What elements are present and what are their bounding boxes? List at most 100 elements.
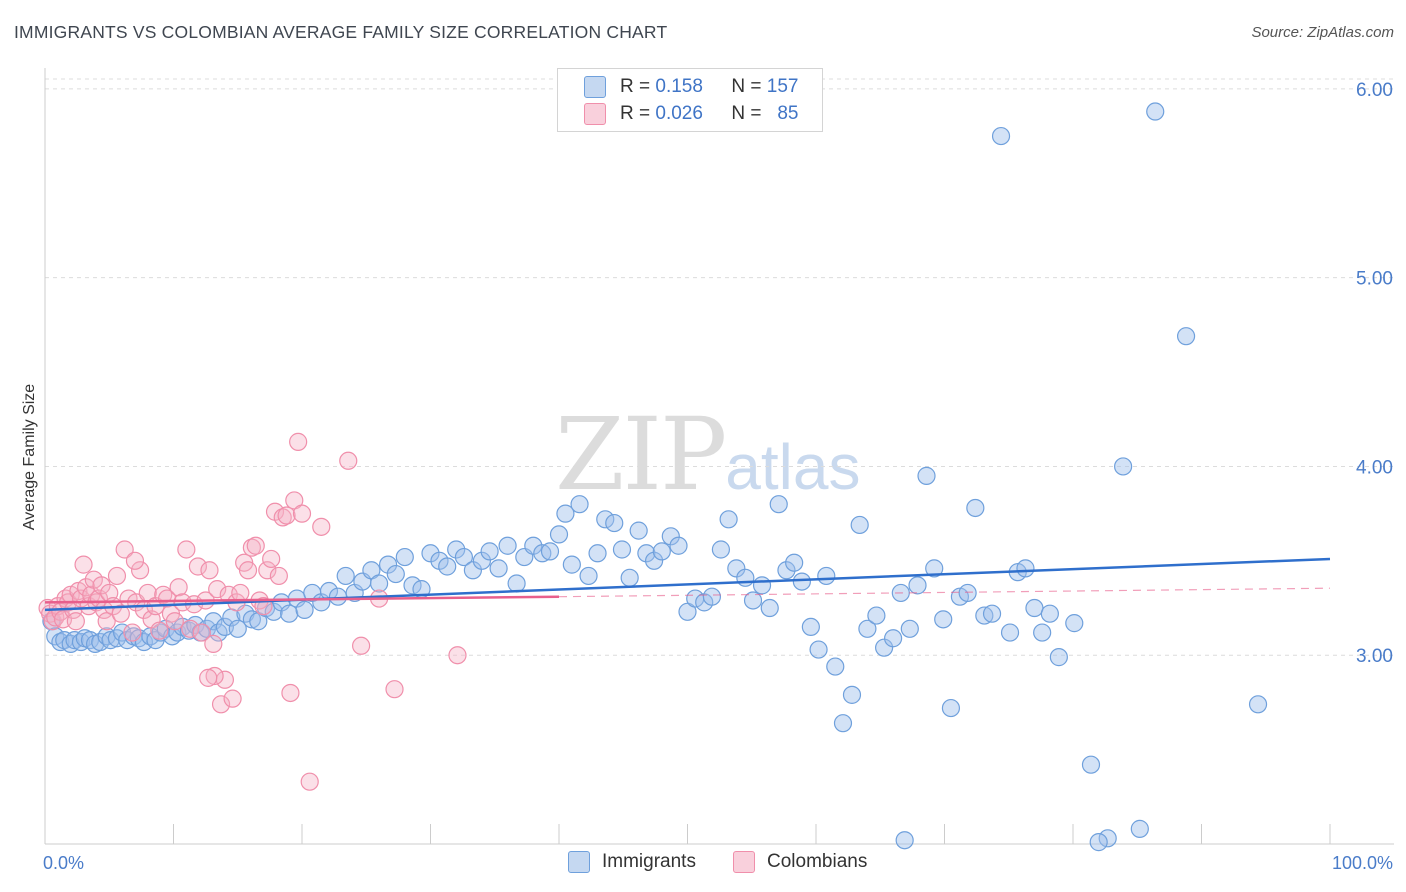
colombians-point <box>97 612 116 631</box>
legend-label-immigrants: Immigrants <box>602 851 696 872</box>
immigrants-point <box>620 568 639 587</box>
legend-r-label: R = <box>620 76 651 97</box>
immigrants-point <box>605 513 624 533</box>
colombians-trend-line <box>44 595 560 604</box>
immigrants-point <box>1040 604 1059 623</box>
immigrants-point <box>867 606 886 625</box>
colombians-point <box>173 593 192 612</box>
colombians-point <box>74 555 93 574</box>
immigrants-point <box>480 542 499 561</box>
legend-swatch-immigrants <box>584 76 606 98</box>
immigrants-point <box>1065 614 1084 633</box>
immigrants-point <box>941 698 961 718</box>
immigrants-point <box>549 525 569 544</box>
immigrants-point <box>264 602 283 621</box>
immigrants-point <box>1033 623 1052 642</box>
immigrants-point <box>637 544 656 563</box>
colombians-point <box>125 551 145 570</box>
immigrants-point <box>1049 648 1068 667</box>
immigrants-point <box>447 540 466 559</box>
immigrants-point <box>588 544 607 563</box>
immigrants-point <box>1248 695 1268 714</box>
immigrants-point <box>556 504 575 523</box>
colombians-point <box>115 540 134 559</box>
immigrants-point <box>991 126 1011 146</box>
immigrants-point <box>743 591 763 610</box>
immigrants-point <box>1114 457 1133 476</box>
colombians-point <box>157 589 177 608</box>
immigrants-point <box>1089 833 1108 852</box>
watermark-atlas: atlas <box>725 431 861 503</box>
correlation-legend: R = 0.158 N = 157 R = 0.026 N = 85 <box>557 68 823 132</box>
immigrants-point <box>719 510 738 529</box>
immigrants-point <box>1130 819 1149 838</box>
immigrants-point <box>46 627 65 646</box>
immigrants-point <box>403 576 422 595</box>
legend-n-label: N = <box>731 103 762 124</box>
immigrants-point <box>570 495 589 514</box>
immigrants-point <box>785 553 804 572</box>
colombians-point <box>177 540 196 559</box>
immigrants-point <box>242 610 261 629</box>
immigrants-point <box>752 576 772 595</box>
immigrants-point <box>661 527 680 546</box>
immigrants-point <box>895 831 914 850</box>
colombians-point <box>123 623 142 642</box>
colombians-point <box>258 561 277 580</box>
immigrants-point <box>736 568 755 587</box>
immigrants-point <box>472 551 491 570</box>
colombians-trend-extension <box>558 587 1331 598</box>
colombians-point <box>130 561 150 580</box>
colombians-point <box>192 623 211 642</box>
y-tick-label: 5.00 <box>1356 269 1393 290</box>
source-label: Source: ZipAtlas.com <box>1251 24 1394 41</box>
immigrants-point <box>629 521 648 540</box>
colombians-point <box>277 506 296 525</box>
immigrants-point <box>982 604 1002 623</box>
colombians-point <box>111 604 130 623</box>
immigrants-point <box>958 583 977 603</box>
immigrants-point <box>336 566 355 586</box>
immigrants-point <box>702 587 722 606</box>
colombians-point <box>66 612 85 631</box>
colombians-point <box>289 432 308 451</box>
colombians-point <box>165 612 184 631</box>
legend-swatch-immigrants <box>568 851 590 873</box>
legend-item-immigrants[interactable]: Immigrants <box>568 851 696 873</box>
legend-item-colombians[interactable]: Colombians <box>733 851 867 873</box>
legend-r-value-colombians: 0.026 <box>655 103 703 124</box>
colombians-point <box>339 451 358 470</box>
colombians-point <box>269 566 288 586</box>
immigrants-point <box>817 566 836 586</box>
legend-n-label: N = <box>731 76 762 97</box>
colombians-point <box>200 561 219 580</box>
immigrants-point <box>370 574 389 593</box>
immigrants-point <box>507 574 526 593</box>
immigrants-point <box>596 510 615 529</box>
legend-row-colombians: R = 0.026 N = 85 <box>584 100 798 128</box>
immigrants-point <box>386 564 405 584</box>
immigrants-point <box>328 587 348 606</box>
colombians-points <box>38 432 467 791</box>
colombians-point <box>150 621 169 640</box>
immigrants-point <box>498 536 517 555</box>
colombians-point <box>238 561 258 580</box>
immigrants-point <box>1146 102 1165 121</box>
colombians-point <box>246 536 265 555</box>
y-tick-label: 6.00 <box>1356 80 1393 101</box>
y-axis-label: Average Family Size <box>21 384 38 531</box>
legend-swatch-colombians <box>584 103 606 125</box>
colombians-point <box>92 576 111 595</box>
immigrants-point <box>858 619 877 638</box>
y-tick-label: 4.00 <box>1356 457 1393 478</box>
legend-label-colombians: Colombians <box>767 851 868 872</box>
immigrants-point <box>280 604 299 623</box>
immigrants-point <box>1000 623 1020 642</box>
colombians-point <box>312 517 331 536</box>
immigrants-point <box>801 617 820 637</box>
immigrants-point <box>644 551 664 570</box>
immigrants-point <box>295 600 314 620</box>
immigrants-point <box>1081 755 1101 774</box>
immigrants-point <box>900 619 919 638</box>
